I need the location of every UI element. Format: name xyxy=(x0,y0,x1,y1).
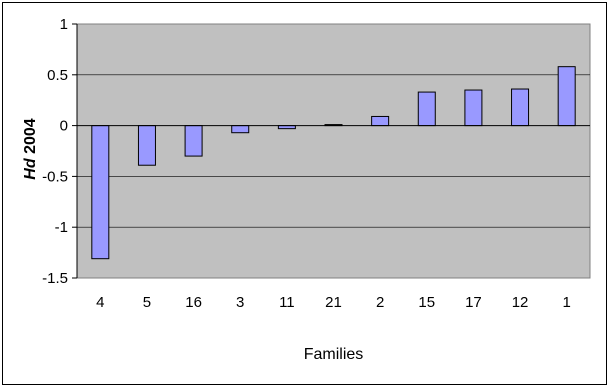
bar-family-16 xyxy=(184,125,203,157)
y-axis-title: Hd 2004 xyxy=(22,118,39,179)
x-tick-label: 15 xyxy=(418,294,435,311)
x-tick-label: 5 xyxy=(143,294,151,311)
x-axis-title: Families xyxy=(304,346,364,363)
y-tick-label: -1.5 xyxy=(42,270,68,287)
plot-area xyxy=(76,23,591,279)
bar-family-12 xyxy=(511,88,530,127)
x-tick-label: 3 xyxy=(236,294,244,311)
x-tick-label: 12 xyxy=(512,294,529,311)
bar-family-1 xyxy=(557,66,576,127)
bar-family-4 xyxy=(91,125,110,260)
bar-family-5 xyxy=(137,125,156,166)
bar-family-2 xyxy=(371,115,390,127)
x-tick-label: 17 xyxy=(465,294,482,311)
x-tick-label: 21 xyxy=(325,294,342,311)
x-tick-label: 16 xyxy=(185,294,202,311)
bars xyxy=(91,66,576,260)
y-tick-label: 1 xyxy=(60,16,68,33)
bar-family-17 xyxy=(464,89,483,127)
y-tick-label: 0.5 xyxy=(47,67,68,84)
y-tick-label: -0.5 xyxy=(42,168,68,185)
bar-family-15 xyxy=(417,91,436,127)
x-tick-label: 11 xyxy=(279,294,295,311)
y-axis-ticks: 1 0.5 0 -0.5 -1 -1.5 xyxy=(42,16,78,287)
grid-lines xyxy=(77,74,590,228)
x-tick-label: 2 xyxy=(376,294,384,311)
x-tick-label: 4 xyxy=(96,294,104,311)
bar-family-3 xyxy=(231,125,250,134)
x-axis-ticks: 4 5 16 3 11 21 2 15 17 12 1 xyxy=(96,294,571,311)
y-tick-label: 0 xyxy=(60,118,68,135)
x-tick-label: 1 xyxy=(563,294,571,311)
y-tick-label: -1 xyxy=(55,219,68,236)
